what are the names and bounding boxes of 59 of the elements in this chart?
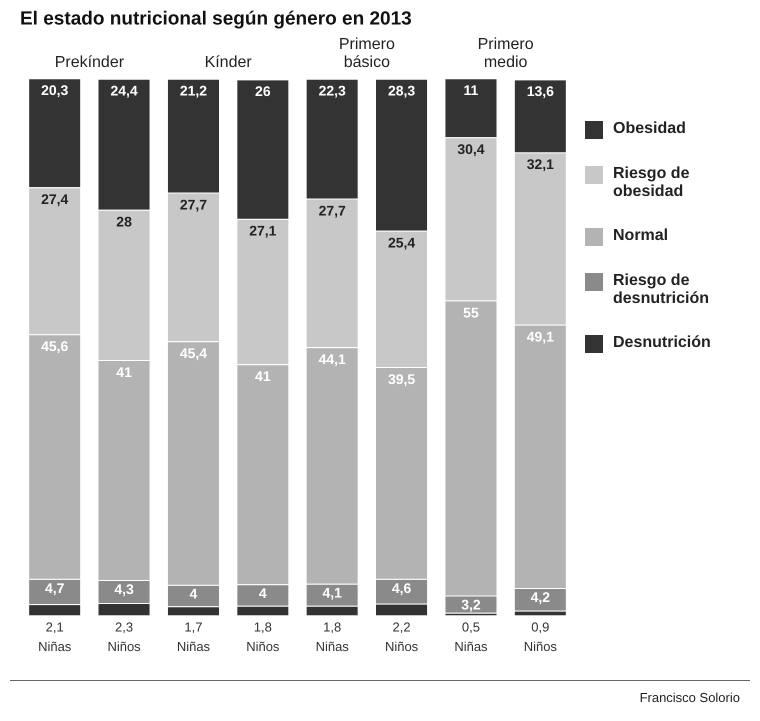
x-tick-label: Niñas <box>316 638 350 654</box>
data-label: 41 <box>255 368 271 384</box>
data-label: 27,1 <box>249 222 277 239</box>
x-tick-label: Niñas <box>38 638 72 654</box>
data-label: 4,1 <box>322 584 342 601</box>
data-label: 4,3 <box>114 580 134 597</box>
data-label: 13,6 <box>526 83 554 100</box>
data-label: 27,7 <box>318 202 346 218</box>
legend-label: Normal <box>613 227 668 245</box>
data-label: 49,1 <box>526 328 554 344</box>
data-label: 1,8 <box>323 619 342 634</box>
data-label: 3,2 <box>461 596 481 612</box>
data-label: 2,1 <box>46 619 64 634</box>
data-label: 28,3 <box>388 82 416 99</box>
data-label: 22,3 <box>318 82 346 99</box>
text: Kínder <box>204 54 252 72</box>
data-label: 55 <box>463 304 479 320</box>
data-label: 27,4 <box>41 191 69 208</box>
text: Primero medio <box>478 36 534 72</box>
data-label: 41 <box>116 364 132 380</box>
data-label: 28 <box>116 214 132 230</box>
data-label: 4,6 <box>392 580 412 596</box>
x-tick-label: Niños <box>524 638 558 654</box>
data-label: 1,7 <box>184 619 202 634</box>
data-label: 44,1 <box>318 350 346 367</box>
x-tick-label: Niñas <box>176 638 211 654</box>
data-label: 25,4 <box>388 234 416 251</box>
legend-label: Desnutrición <box>613 334 711 352</box>
x-tick-label: Niñas <box>454 638 488 654</box>
data-label: 4,2 <box>530 588 550 605</box>
data-label: 45,6 <box>41 338 69 354</box>
data-label: 4 <box>190 586 198 602</box>
data-label: 32,1 <box>526 156 554 172</box>
data-label: 26 <box>255 83 271 100</box>
text: Prekínder <box>54 54 125 72</box>
data-label: 1,8 <box>254 619 272 634</box>
data-label: 11 <box>464 82 479 98</box>
data-label: 30,4 <box>457 141 485 158</box>
data-label: 20,3 <box>41 82 69 98</box>
legend-label: Riesgo de obesidad <box>613 165 690 201</box>
text: Francisco Solorio <box>640 690 740 705</box>
data-label: 2,2 <box>392 619 411 634</box>
data-label: 0,9 <box>531 619 550 634</box>
data-label: 45,4 <box>180 345 208 362</box>
text: Primero básico <box>338 36 395 72</box>
data-label: 24,4 <box>110 82 138 99</box>
data-label: 0,5 <box>462 619 480 634</box>
data-label: 27,7 <box>180 196 208 212</box>
x-tick-label: Niños <box>246 638 280 654</box>
chart-title: El estado nutricional según género en 2013 <box>20 8 412 30</box>
legend-label: Obesidad <box>613 120 686 138</box>
data-label: 39,5 <box>388 370 416 387</box>
data-label: 4,7 <box>44 580 65 596</box>
x-tick-label: Niños <box>107 638 142 654</box>
data-label: 21,2 <box>180 82 208 99</box>
data-label: 2,3 <box>115 619 134 634</box>
legend-label: Riesgo de desnutrición <box>613 272 710 308</box>
x-tick-label: Niños <box>384 638 419 654</box>
data-label: 4 <box>258 585 267 602</box>
